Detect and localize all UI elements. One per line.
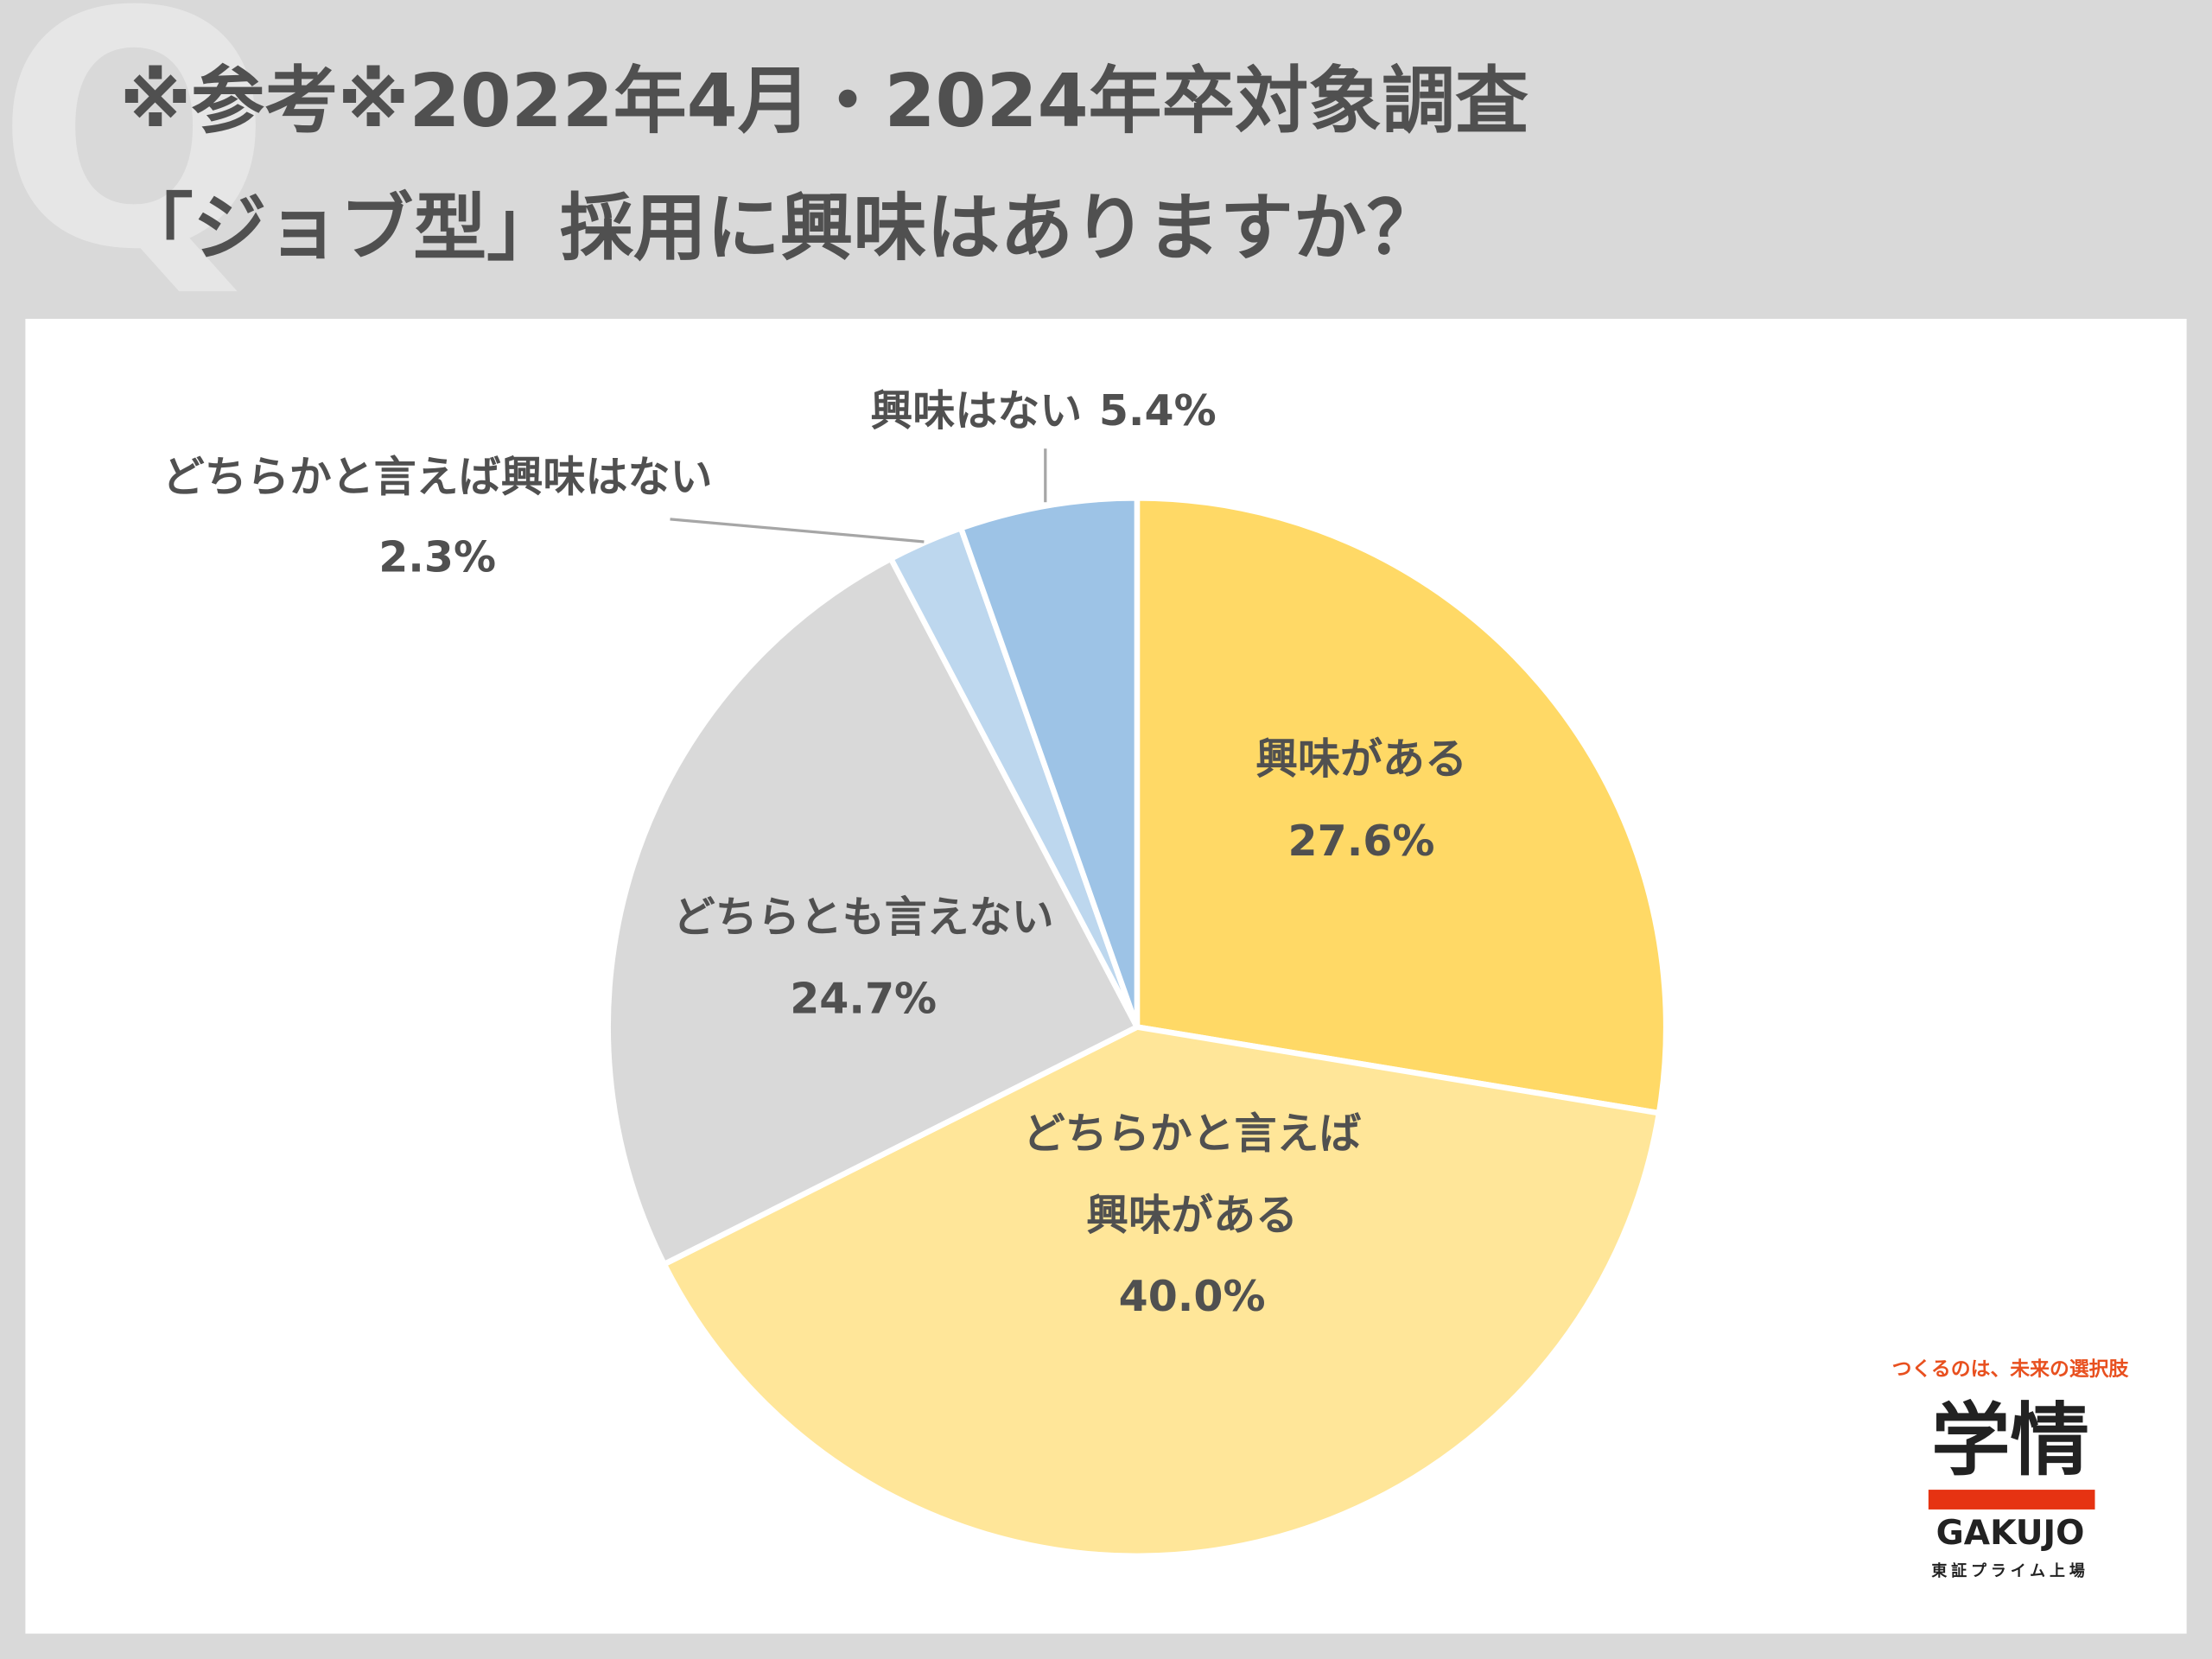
category-label: 興味がある xyxy=(1255,734,1467,784)
value-label: 27.6% xyxy=(1288,817,1435,866)
pie-slice xyxy=(660,1024,1662,1560)
pie xyxy=(605,495,1669,1560)
pie-slice xyxy=(957,495,1141,1028)
logo-bar xyxy=(1928,1490,2095,1510)
labels: 興味がある 27.6% どちらかと言えば興味がある 40.0% どちらとも言えない 24.… xyxy=(162,386,1467,1321)
value-label: 2.3% xyxy=(378,533,496,582)
category-label: 興味はない xyxy=(870,386,1082,435)
chart-title: ※参考※2022年4月・2024年卒対象調査 xyxy=(120,59,1529,144)
logo-note: 東証プライム上場 xyxy=(1931,1561,2088,1580)
chart-subtitle: 「ジョブ型」採用に興味はありますか？ xyxy=(120,186,1440,271)
pie-slice xyxy=(1134,495,1669,1116)
logo-latin: GAKUJO xyxy=(1936,1514,2085,1553)
value-label: 40.0% xyxy=(1119,1272,1266,1321)
category-label: どちらとも言えない xyxy=(673,893,1054,942)
logo-tagline: つくるのは、未来の選択肢 xyxy=(1892,1358,2130,1381)
watermark: Q xyxy=(0,0,272,321)
category-label: どちらかと言えば興味はない xyxy=(162,453,713,502)
logo-name: 学情 xyxy=(1931,1394,2089,1486)
category-label: どちらかと言えば興味がある xyxy=(1023,1109,1362,1240)
value-label: 24.7% xyxy=(790,975,937,1024)
value-label: 5.4% xyxy=(1099,386,1217,435)
pie-slice xyxy=(605,555,1141,1268)
leader-line xyxy=(670,518,925,543)
